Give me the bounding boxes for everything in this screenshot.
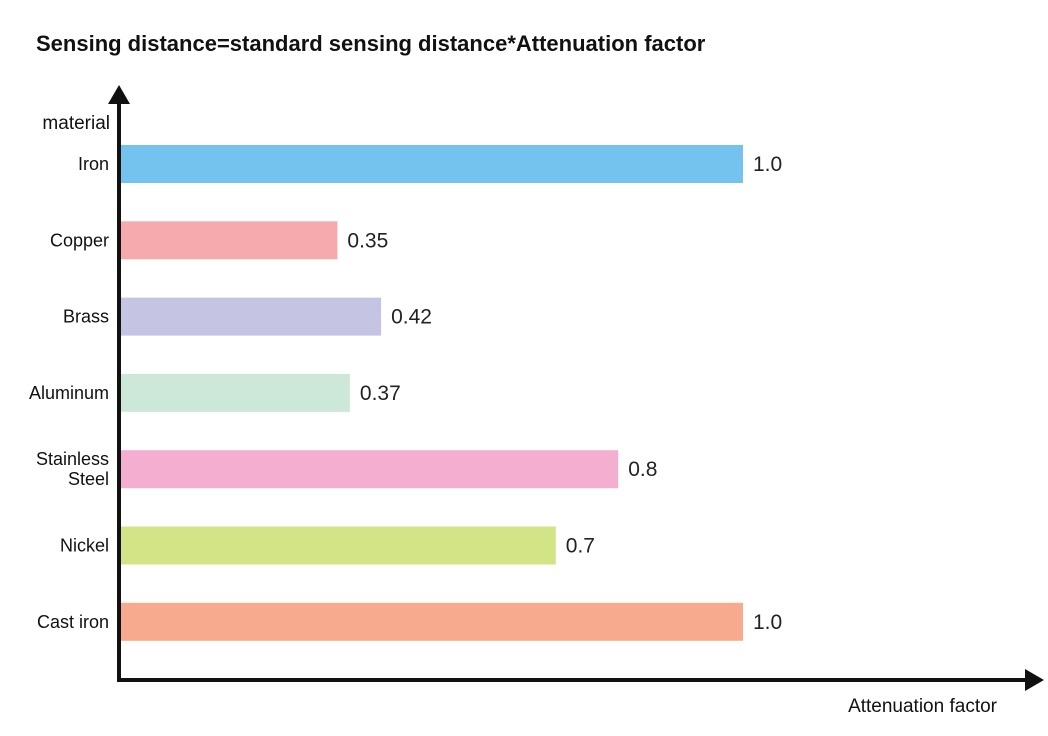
bar-5: [119, 526, 556, 565]
bar-3: [119, 373, 350, 412]
category-label-3: Aluminum: [29, 383, 109, 403]
value-label-5: 0.7: [566, 535, 595, 558]
labels-layer: 1.0 Iron 0.35 Copper 0.42 Brass 0.37 Aluminum 0.…: [29, 153, 782, 634]
axes-layer: material Attenuation factor: [42, 85, 1044, 717]
value-label-3: 0.37: [360, 382, 401, 405]
category-label-6: Cast iron: [37, 612, 109, 632]
value-label-0: 1.0: [753, 153, 782, 176]
category-label-5: Nickel: [60, 536, 109, 556]
category-label-2: Brass: [63, 307, 109, 327]
bar-0: [119, 145, 743, 183]
x-axis-arrow-icon: [1025, 669, 1044, 691]
bar-2: [119, 297, 382, 336]
bars-layer: [119, 145, 743, 641]
category-label-0: Iron: [78, 154, 109, 174]
x-axis-label: Attenuation factor: [848, 696, 998, 717]
bar-4: [119, 450, 619, 489]
value-label-4: 0.8: [628, 458, 657, 481]
bar-6: [119, 602, 743, 641]
value-label-6: 1.0: [753, 611, 782, 634]
value-label-2: 0.42: [391, 306, 432, 329]
bar-1: [119, 221, 338, 260]
category-label-4-line-1: Steel: [68, 469, 109, 489]
category-label-1: Copper: [50, 230, 109, 250]
category-label-4-line-0: Stainless: [36, 449, 109, 469]
y-axis-label: material: [42, 113, 110, 134]
value-label-1: 0.35: [347, 229, 388, 252]
chart-title: Sensing distance=standard sensing distan…: [36, 31, 706, 56]
y-axis-arrow-icon: [108, 85, 130, 104]
